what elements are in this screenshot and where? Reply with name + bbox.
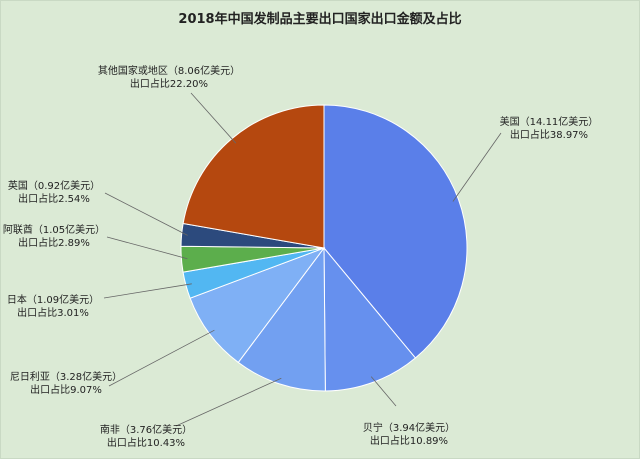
slice-percent-uk: 出口占比2.54% xyxy=(18,192,90,205)
pie-slice-south-africa xyxy=(237,246,326,392)
chart-title: 2018年中国发制品主要出口国家出口金额及占比 xyxy=(178,11,461,27)
leader-lines xyxy=(103,92,502,427)
slice-label-nigeria: 尼日利亚（3.28亿美元） xyxy=(10,370,122,383)
slice-label-others: 其他国家或地区（8.06亿美元） xyxy=(98,64,240,77)
leader-line-south-africa xyxy=(175,377,282,427)
leader-line-benin xyxy=(370,376,397,407)
pie-slices xyxy=(180,104,468,392)
leader-line-uk xyxy=(104,192,188,236)
leader-line-others xyxy=(190,92,237,144)
slice-percent-south-africa: 出口占比10.43% xyxy=(107,436,185,449)
slice-percent-us: 出口占比38.97% xyxy=(510,128,588,141)
slice-percent-japan: 出口占比3.01% xyxy=(17,306,89,319)
slice-label-benin: 贝宁（3.94亿美元） xyxy=(363,421,455,434)
leader-line-japan xyxy=(103,283,192,299)
slice-label-uk: 英国（0.92亿美元） xyxy=(8,179,100,192)
slice-labels: 美国（14.11亿美元）出口占比38.97%贝宁（3.94亿美元）出口占比10.… xyxy=(3,64,598,449)
pie-slice-others xyxy=(182,104,325,249)
slice-label-south-africa: 南非（3.76亿美元） xyxy=(100,423,192,436)
slice-label-japan: 日本（1.09亿美元） xyxy=(7,293,99,306)
slice-label-uae: 阿联酋（1.05亿美元） xyxy=(3,223,105,236)
slice-percent-uae: 出口占比2.89% xyxy=(18,236,90,249)
leader-line-uae xyxy=(106,236,188,260)
slice-percent-benin: 出口占比10.89% xyxy=(370,434,448,447)
slice-percent-nigeria: 出口占比9.07% xyxy=(30,383,102,396)
pie-slice-benin xyxy=(323,246,417,392)
leader-line-nigeria xyxy=(108,329,215,387)
leader-line-us xyxy=(452,132,502,202)
slice-label-us: 美国（14.11亿美元） xyxy=(500,115,599,128)
pie-slice-nigeria xyxy=(189,246,326,364)
slice-percent-others: 出口占比22.20% xyxy=(130,77,208,90)
pie-slice-us xyxy=(323,104,468,359)
